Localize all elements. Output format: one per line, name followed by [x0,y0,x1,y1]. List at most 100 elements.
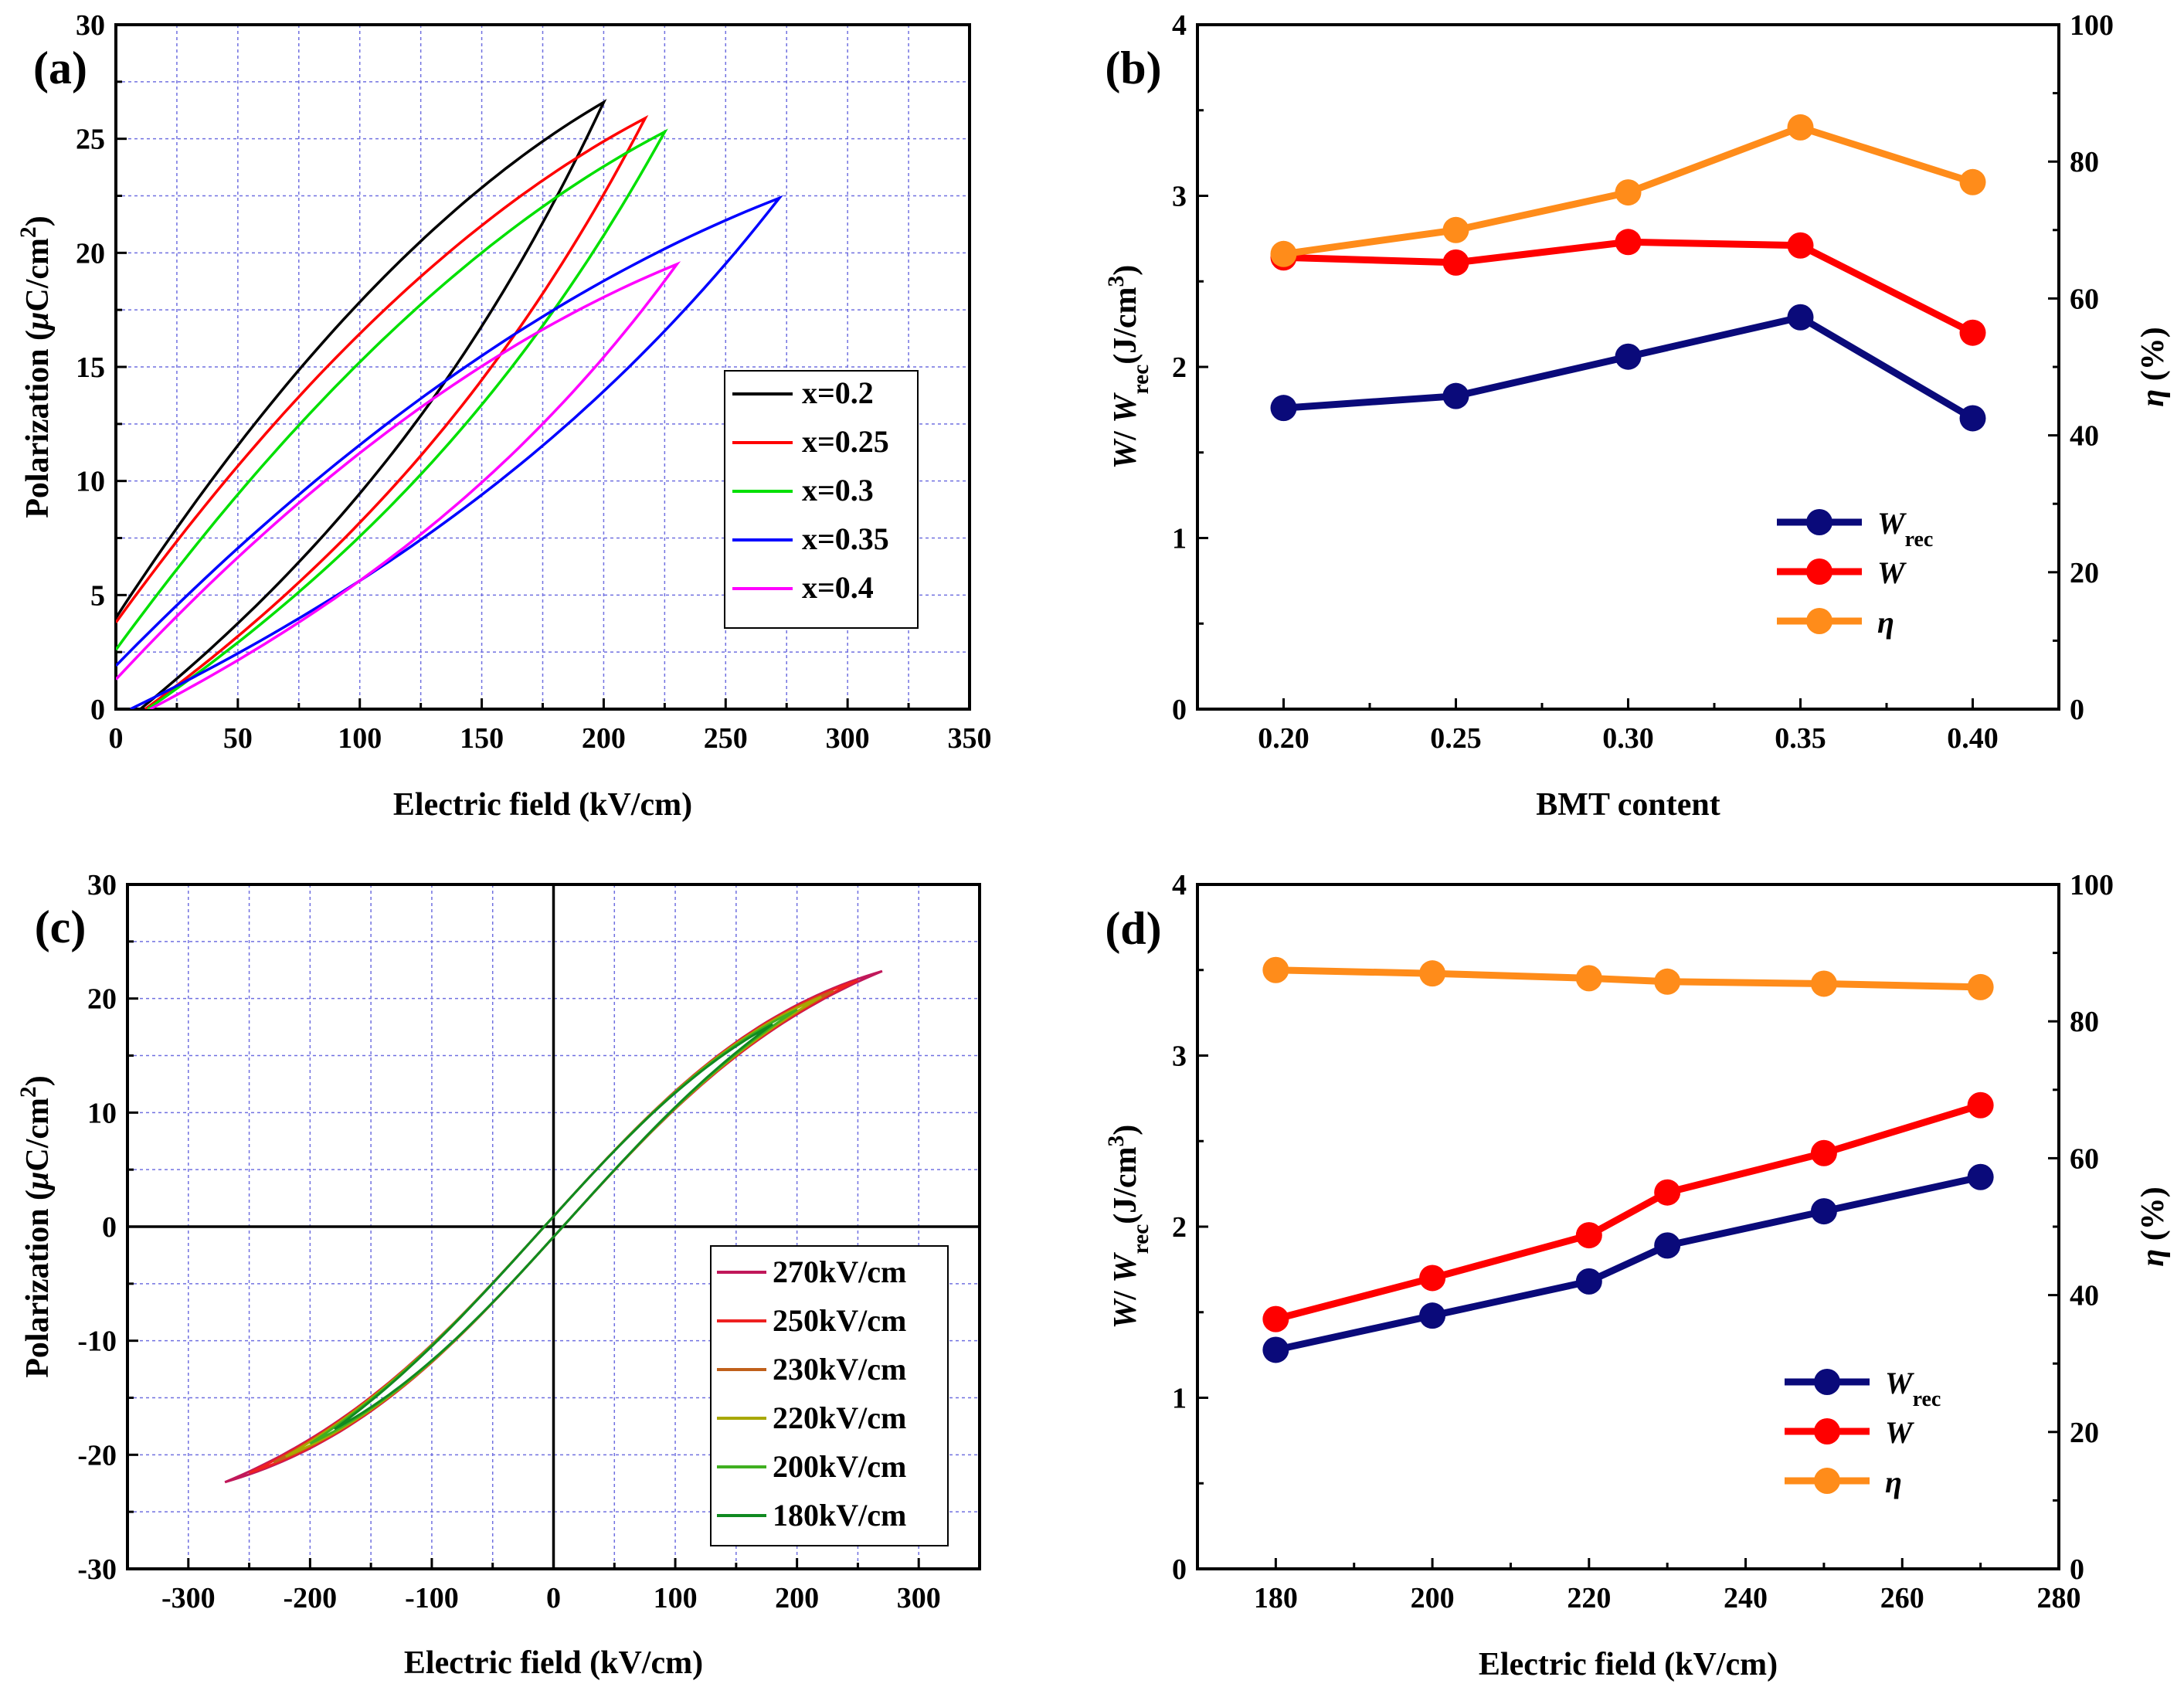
label-part: W [1877,555,1907,590]
x-tick-label: 300 [897,1582,941,1614]
data-point-η [1575,965,1602,992]
data-point-η [1442,216,1469,243]
label-part: W [1885,1415,1914,1450]
x-tick-label: 240 [1724,1582,1768,1614]
label-part: ) [20,1075,56,1086]
label-part: W [1108,392,1143,423]
y-tick-label: 15 [76,351,105,384]
series-line-Wrec [1275,1173,1982,1353]
legend-marker [1806,509,1832,535]
label-part: (%) [2135,1186,2171,1248]
data-point-Wrec [1810,1198,1837,1225]
y-tick-label: 0 [102,1211,117,1244]
label-part: rec [1129,365,1153,395]
label-part: (J/cm [1108,287,1143,364]
legend-label: x=0.35 [802,521,889,556]
x-axis-label: Electric field (kV/cm) [1479,1647,1778,1682]
y-tick-label: -20 [77,1439,117,1472]
series-line-W [1275,1102,1982,1322]
data-point-η [1787,114,1814,141]
data-point-Wrec [1442,382,1469,409]
x-tick-label: 260 [1880,1582,1924,1614]
x-tick-label: 280 [2037,1582,2081,1614]
y-axis-label-right: η (%) [2135,1186,2171,1267]
y-right-tick-label: 40 [2070,1280,2099,1312]
y-axis-label-left: W/ Wrec(J/cm3) [1104,1125,1153,1329]
legend-label: 270kV/cm [773,1254,906,1289]
y-right-tick-label: 80 [2070,1006,2099,1038]
label-part: W [1108,1252,1143,1283]
label-part: ) [1108,1125,1143,1136]
x-tick-label: 0 [546,1582,561,1614]
legend-label: x=0.2 [802,375,874,410]
y-tick-label: 30 [87,869,117,901]
series-line-x=0.4 [116,261,681,709]
label-part: η [1877,605,1894,640]
y-right-tick-label: 80 [2070,146,2099,178]
y-right-tick-label: 0 [2070,694,2084,726]
y-tick-label: 2 [1172,1211,1187,1244]
label-part: W [1108,438,1143,469]
y-right-tick-label: 60 [2070,1142,2099,1175]
y-tick-label: 1 [1172,523,1187,555]
legend-label: W [1885,1415,1914,1450]
panel-label: (d) [1105,903,1161,954]
legend-marker [1806,608,1832,634]
label-part: 3 [1104,276,1129,287]
data-point-W [1654,1179,1681,1206]
legend-label: x=0.3 [802,473,874,508]
label-part: / [1108,423,1143,441]
data-point-W [1967,1091,1994,1119]
series-line-x=0.2 [116,98,607,709]
legend-marker [1814,1418,1840,1444]
data-point-W [1810,1139,1837,1166]
y-right-tick-label: 60 [2070,283,2099,315]
series-line-W [1283,238,1975,336]
legend-marker [1806,558,1832,585]
x-tick-label: 0.25 [1430,722,1482,755]
data-point-Wrec [1262,1336,1289,1363]
y-tick-label: 4 [1172,9,1187,42]
label-part: rec [1129,1224,1153,1254]
x-tick-label: 0.35 [1775,722,1826,755]
data-point-Wrec [1575,1268,1602,1295]
label-part: ) [20,216,56,226]
series-line-x=0.25 [116,114,649,709]
label-part: ) [1108,265,1143,276]
y-tick-label: 2 [1172,351,1187,384]
panel-label: (c) [35,901,87,952]
y-right-tick-label: 20 [2070,1417,2099,1449]
label-part: / [1108,1283,1143,1301]
x-tick-label: 150 [460,722,504,755]
data-point-Wrec [1654,1232,1681,1259]
label-part: μ [20,1172,56,1191]
x-tick-label: 350 [948,722,992,755]
y-tick-label: 4 [1172,869,1187,901]
legend-label: 180kV/cm [773,1498,906,1533]
x-tick-label: 0 [109,722,124,755]
y-tick-label: 1 [1172,1383,1187,1415]
label-part: rec [1913,1387,1941,1411]
data-point-W [1262,1305,1289,1332]
data-point-Wrec [1967,1163,1994,1190]
x-tick-label: 50 [223,722,253,755]
y-right-tick-label: 20 [2070,557,2099,589]
data-point-W [1959,319,1986,346]
label-part: η [1885,1465,1902,1499]
legend-label: Wrec [1877,506,1933,552]
label-part: μ [20,312,56,331]
label-part: Polarization ( [20,1190,56,1378]
legend-box [724,370,919,629]
data-point-Wrec [1787,304,1814,331]
y-tick-label: 5 [90,579,105,612]
label-part: C/cm [20,238,56,312]
data-point-W [1419,1265,1446,1292]
y-tick-label: 10 [87,1097,117,1129]
y-tick-label: 10 [76,466,105,498]
x-tick-label: 0.20 [1258,722,1309,755]
x-tick-label: 0.30 [1602,722,1654,755]
x-tick-label: 250 [704,722,748,755]
data-point-η [1654,968,1681,995]
label-part: W [1877,506,1907,541]
